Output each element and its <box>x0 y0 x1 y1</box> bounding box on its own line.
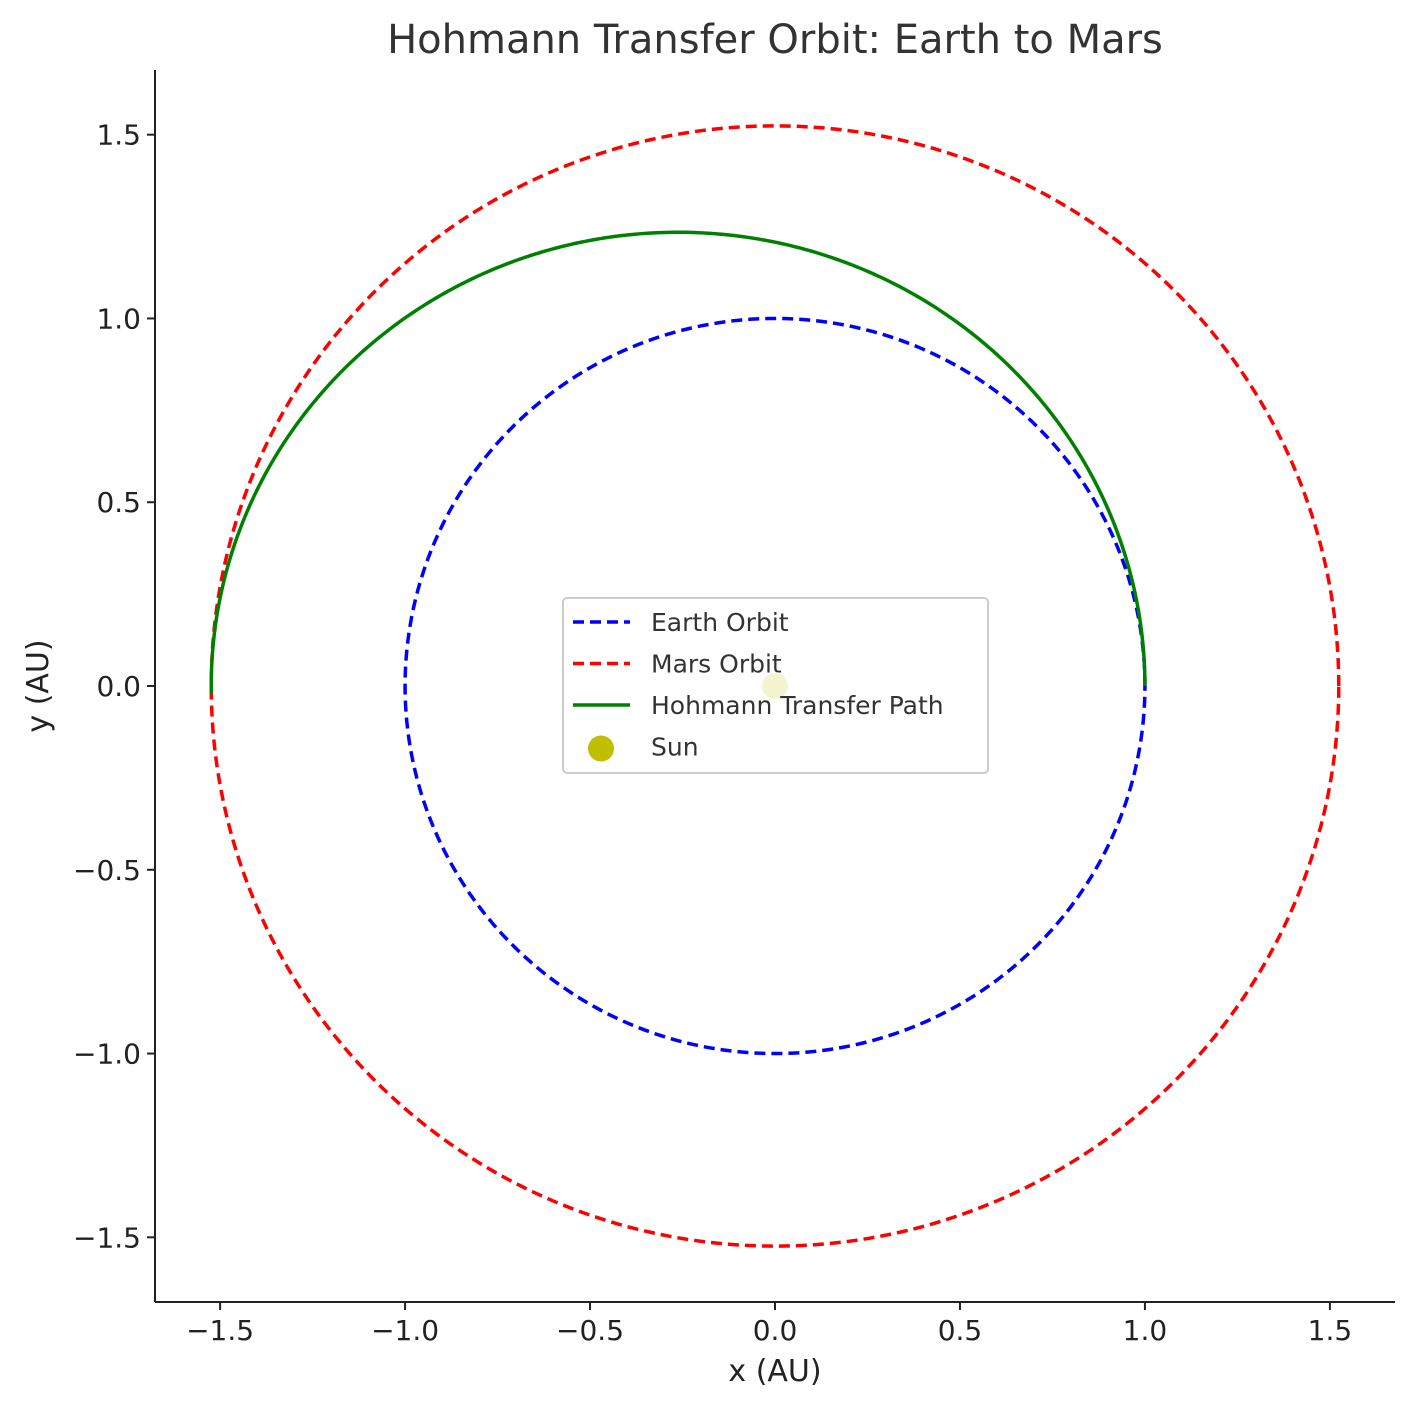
legend-item-sun: Sun <box>588 733 699 762</box>
legend-label: Mars Orbit <box>651 650 782 679</box>
y-axis-label: y (AU) <box>21 639 56 732</box>
legend: Earth Orbit Mars Orbit Hohmann Transfer Pa… <box>562 597 989 774</box>
y-tick-label: 1.0 <box>96 302 141 335</box>
y-tick-label: 1.5 <box>96 119 141 152</box>
x-tick-label: −0.5 <box>556 1314 624 1347</box>
x-tick-label: 0.5 <box>938 1314 983 1347</box>
chart-title: Hohmann Transfer Orbit: Earth to Mars <box>387 17 1163 63</box>
legend-label: Hohmann Transfer Path <box>651 691 944 720</box>
y-tick-label: −1.5 <box>73 1221 141 1254</box>
mars-orbit-line <box>209 124 1341 1248</box>
legend-item-mars-orbit: Mars Orbit <box>573 650 782 679</box>
y-tick-label: −0.5 <box>73 854 141 887</box>
legend-item-hohmann-transfer-path: Hohmann Transfer Path <box>573 691 944 720</box>
y-tick-label: 0.5 <box>96 486 141 519</box>
x-tick-label: 1.0 <box>1123 1314 1168 1347</box>
hohmann-transfer-path-line <box>209 230 1147 694</box>
ticks: −1.5 −1.0 −0.5 0.0 0.5 1.0 1.5 −1.5 −1.0 −0.5 0.0 0… <box>73 119 1352 1347</box>
legend-label: Earth Orbit <box>651 608 789 637</box>
y-tick-label: −1.0 <box>73 1038 141 1071</box>
legend-swatch <box>588 735 614 762</box>
earth-orbit-line <box>403 316 1147 1056</box>
legend-box <box>562 597 989 774</box>
x-tick-label: 0.0 <box>753 1314 798 1347</box>
x-tick-label: −1.0 <box>371 1314 439 1347</box>
x-tick-label: −1.5 <box>186 1314 254 1347</box>
legend-label: Sun <box>651 733 699 762</box>
x-axis-label: x (AU) <box>728 1354 821 1389</box>
legend-item-earth-orbit: Earth Orbit <box>573 608 789 637</box>
y-tick-label: 0.0 <box>96 670 141 703</box>
x-tick-label: 1.5 <box>1308 1314 1353 1347</box>
